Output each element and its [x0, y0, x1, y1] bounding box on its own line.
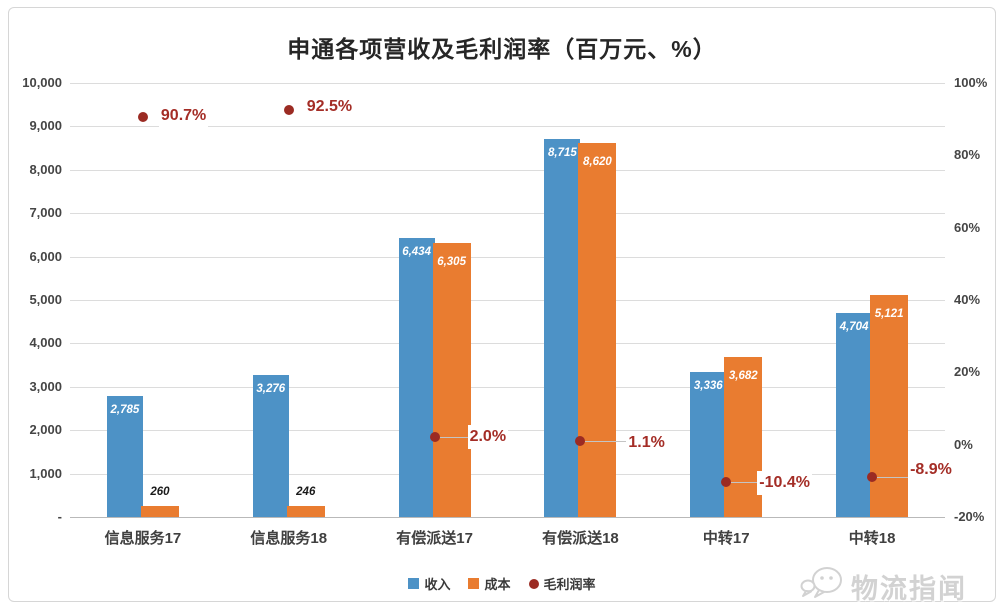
right-axis-tick: 20%	[954, 364, 981, 380]
margin-dot	[283, 105, 294, 116]
left-axis-tick: 9,000	[29, 118, 62, 134]
cost-bar	[870, 294, 909, 517]
margin-dot	[721, 477, 732, 488]
watermark-text: 物流指闻	[851, 574, 967, 604]
bar-value-label: 6,305	[437, 256, 466, 269]
chart-legend: 收入 成本 毛利润率	[9, 574, 995, 593]
gridline	[70, 343, 945, 345]
gridline	[70, 386, 945, 388]
left-axis-tick: 2,000	[29, 422, 62, 438]
bar-value-label: 5,121	[874, 307, 904, 320]
margin-label: 90.7%	[158, 103, 209, 128]
gridline	[70, 213, 945, 215]
bar-value-label: 8,715	[548, 146, 577, 159]
legend-item: 成本	[468, 574, 511, 593]
right-axis-tick: 60%	[954, 219, 981, 235]
right-axis-tick: 80%	[954, 147, 981, 163]
bar-value-label: 6,434	[402, 245, 431, 258]
gridline	[70, 256, 945, 258]
right-axis-tick: 100%	[954, 75, 988, 90]
bar-value-label: 260	[150, 485, 170, 498]
chart-frame: 申通各项营收及毛利润率（百万元、%） 10,000 9,000 8,000 7,000…	[8, 7, 996, 604]
right-axis-tick: -20%	[954, 509, 985, 524]
gridline	[70, 473, 945, 475]
bar-value-label: 4,704	[839, 320, 869, 333]
legend-label: 毛利润率	[543, 577, 596, 592]
left-axis-tick: 4,000	[29, 335, 62, 351]
legend-square-marker	[468, 578, 480, 589]
left-axis-tick: 8,000	[29, 161, 62, 177]
gridline	[70, 300, 945, 301]
gridline	[70, 83, 945, 84]
revenue-bar	[398, 237, 435, 517]
margin-dot	[137, 111, 148, 122]
bar-value-label: 8,620	[583, 155, 612, 168]
cost-bar	[724, 357, 763, 517]
legend-label: 收入	[424, 577, 451, 592]
gridline	[70, 169, 945, 171]
category-label: 中转17	[702, 530, 750, 547]
margin-dot	[429, 432, 440, 443]
watermark: 物流指闻	[799, 564, 967, 609]
legend-square-marker	[408, 578, 420, 589]
wechat-bubbles-icon	[799, 564, 845, 609]
margin-label: 92.5%	[304, 95, 355, 120]
margin-label: 2.0%	[467, 425, 509, 450]
left-axis-tick: 3,000	[29, 378, 62, 394]
bar-value-label: 246	[296, 486, 316, 499]
margin-dot	[575, 435, 586, 446]
right-axis-tick: 0%	[954, 436, 973, 452]
legend-label: 成本	[484, 577, 511, 592]
bar-value-label: 3,682	[728, 370, 758, 383]
category-label: 中转18	[848, 530, 896, 547]
bar-value-label: 2,785	[110, 404, 140, 417]
bar-value-label: 3,276	[256, 382, 286, 395]
category-label: 有偿派送17	[396, 530, 473, 547]
margin-label: 1.1%	[626, 430, 667, 455]
left-axis-tick: -	[57, 509, 62, 524]
legend-item: 收入	[408, 574, 450, 593]
cost-bar	[140, 505, 179, 517]
category-label: 信息服务17	[104, 530, 182, 547]
chart-title: 申通各项营收及毛利润率（百万元、%）	[287, 36, 717, 62]
left-axis-tick: 5,000	[29, 292, 62, 307]
margin-label: -10.4%	[757, 471, 812, 496]
gridline	[70, 126, 945, 128]
leader-line	[439, 437, 468, 439]
category-label: 信息服务18	[250, 530, 328, 547]
left-axis-tick: 7,000	[29, 205, 62, 221]
legend-dot-marker	[528, 578, 539, 589]
right-axis-tick: 40%	[954, 292, 981, 307]
margin-dot	[867, 471, 878, 482]
left-axis-tick: 6,000	[29, 248, 62, 264]
left-axis-tick: 10,000	[22, 75, 62, 90]
leader-line	[731, 482, 758, 484]
cost-bar	[432, 243, 471, 517]
revenue-bar	[836, 312, 873, 517]
leader-line	[877, 476, 909, 478]
left-axis-tick: 1,000	[29, 465, 62, 481]
leader-line	[585, 440, 627, 442]
cost-bar	[578, 142, 617, 517]
category-label: 有偿派送18	[542, 530, 619, 547]
cost-bar	[286, 506, 325, 517]
revenue-bar	[252, 374, 289, 517]
gridline	[70, 517, 945, 518]
bar-value-label: 3,336	[693, 380, 723, 393]
legend-item: 毛利润率	[528, 574, 596, 593]
revenue-bar	[544, 138, 581, 517]
revenue-bar	[690, 372, 727, 517]
revenue-bar	[106, 396, 143, 517]
margin-label: -8.9%	[908, 457, 954, 482]
